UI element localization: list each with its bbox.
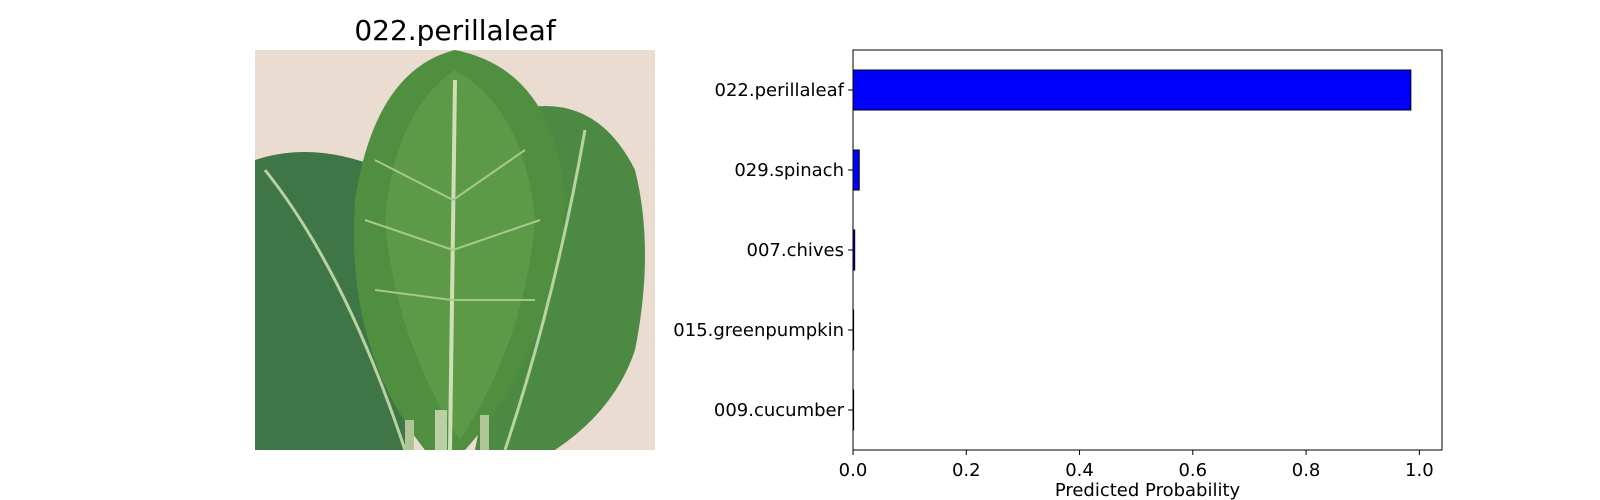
plot-frame	[852, 49, 1443, 451]
x-tick-label: 0.6	[1178, 460, 1207, 481]
x-tick-label: 0.2	[952, 460, 981, 481]
y-tick-label: 009.cucumber	[714, 400, 845, 421]
y-tick-label: 029.spinach	[734, 160, 844, 181]
x-tick-label: 0.8	[1292, 460, 1321, 481]
y-tick-label: 022.perillaleaf	[715, 80, 845, 101]
perilla-leaf-photo	[255, 50, 655, 450]
x-tick-label: 1.0	[1405, 460, 1434, 481]
bar-022-perillaleaf	[852, 69, 1412, 111]
bar-029-spinach	[852, 149, 860, 191]
image-title: 022.perillaleaf	[354, 14, 556, 47]
y-tick-label: 007.chives	[747, 240, 845, 261]
x-axis-label: Predicted Probability	[1055, 480, 1241, 500]
x-tick-label: 0.0	[839, 460, 868, 481]
y-tick-label: 015.greenpumpkin	[673, 320, 844, 341]
x-tick-label: 0.4	[1065, 460, 1094, 481]
